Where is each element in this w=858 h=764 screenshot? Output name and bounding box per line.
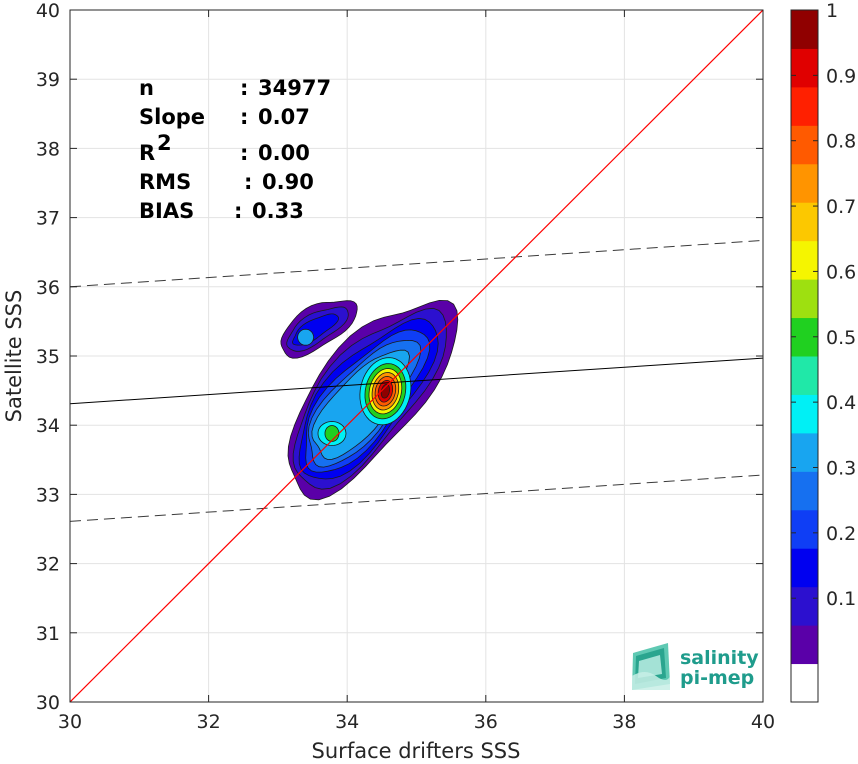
x-tick-label: 32 — [197, 711, 221, 733]
colorbar-segment — [791, 10, 818, 49]
stats-value: 0.00 — [258, 141, 310, 165]
y-tick-label: 30 — [36, 692, 60, 714]
colorbar-segment — [791, 394, 818, 434]
stats-label: Slope — [139, 105, 205, 129]
colorbar-segment — [791, 48, 818, 88]
colorbar-segment — [791, 625, 818, 665]
y-tick-label: 40 — [36, 0, 60, 22]
colorbar-tick-label: 0.1 — [826, 588, 856, 610]
x-tick-labels: 30 32 34 36 38 40 — [58, 711, 775, 733]
x-tick-label: 34 — [335, 711, 359, 733]
rms-bound-line — [70, 239, 763, 288]
colorbar-segment — [791, 509, 818, 549]
colorbar — [790, 9, 819, 703]
stats-label: n — [139, 76, 154, 100]
colorbar-frame — [790, 9, 819, 703]
x-tick-label: 38 — [612, 711, 636, 733]
stats-superscript: 2 — [157, 131, 172, 155]
identity-line — [70, 10, 763, 702]
y-axis-label: Satellite SSS — [2, 290, 26, 423]
grid — [69, 9, 764, 703]
y-tick-label: 37 — [36, 208, 60, 230]
stats-value: 0.07 — [258, 105, 310, 129]
colorbar-tick-label: 0.7 — [826, 196, 856, 218]
colorbar-tick-label: 0.5 — [826, 327, 856, 349]
stats-label: RMS — [139, 170, 191, 194]
colorbar-segment — [791, 548, 818, 588]
colorbar-tick-label: 0.9 — [826, 65, 856, 87]
stats-separator: : — [240, 141, 248, 165]
regression-line — [70, 357, 763, 405]
colorbar-tick-label: 0.8 — [826, 131, 856, 153]
logo-line1: salinity — [680, 647, 759, 669]
x-axis-label: Surface drifters SSS — [312, 739, 521, 763]
colorbar-segment — [791, 586, 818, 626]
y-tick-label: 32 — [36, 554, 60, 576]
colorbar-segment — [791, 663, 818, 703]
rms-bound-line — [70, 474, 763, 522]
stats-label: BIAS — [139, 199, 194, 223]
x-tick-label: 36 — [474, 711, 498, 733]
colorbar-segment — [791, 202, 818, 242]
colorbar-tick-label: 0.4 — [826, 392, 856, 414]
x-tick-label: 30 — [58, 711, 82, 733]
stats-value: 0.90 — [262, 170, 314, 194]
colorbar-tick-label: 1 — [826, 0, 838, 22]
y-tick-label: 36 — [36, 277, 60, 299]
stats-separator: : — [240, 76, 248, 100]
colorbar-segment — [791, 471, 818, 511]
contour-island-peak — [297, 328, 314, 346]
colorbar-tick-label: 0.2 — [826, 523, 856, 545]
contour-secondary-peak — [324, 425, 340, 442]
stats-box: n: 34977 Slope: 0.07 R 2: 0.00 RMS: 0.90 BIAS… — [139, 76, 331, 223]
stats-separator: : — [240, 105, 248, 129]
stats-label: R — [139, 141, 155, 165]
y-tick-label: 31 — [36, 623, 60, 645]
colorbar-segment — [791, 356, 818, 395]
logo-line2: pi-mep — [680, 667, 754, 689]
wave-logo-icon — [632, 643, 670, 690]
salinity-pi-mep-logo: salinity pi-mep — [632, 643, 759, 690]
axis-ticks — [69, 9, 764, 703]
stats-separator: : — [234, 199, 242, 223]
colorbar-tick-label: 0.3 — [826, 457, 856, 479]
colorbar-segment — [791, 86, 818, 126]
y-tick-label: 34 — [36, 415, 60, 437]
stats-value: 34977 — [258, 76, 331, 100]
y-tick-labels: 30 31 32 33 34 35 36 37 38 39 40 — [36, 0, 60, 714]
y-tick-label: 39 — [36, 69, 60, 91]
colorbar-segment — [791, 279, 818, 319]
colorbar-segment — [791, 125, 818, 165]
stats-separator: : — [244, 170, 252, 194]
reference-lines — [70, 10, 763, 702]
stats-value: 0.33 — [252, 199, 304, 223]
y-tick-label: 38 — [36, 138, 60, 160]
colorbar-segment — [791, 240, 818, 280]
colorbar-tick-label: 0.6 — [826, 261, 856, 283]
colorbar-segment — [791, 163, 818, 203]
y-tick-label: 35 — [36, 346, 60, 368]
y-tick-label: 33 — [36, 484, 60, 506]
colorbar-labels: 0.1 0.2 0.3 0.4 0.5 0.6 0.7 0.8 0.9 1 — [826, 0, 856, 610]
colorbar-segment — [791, 432, 818, 472]
x-tick-label: 40 — [751, 711, 775, 733]
